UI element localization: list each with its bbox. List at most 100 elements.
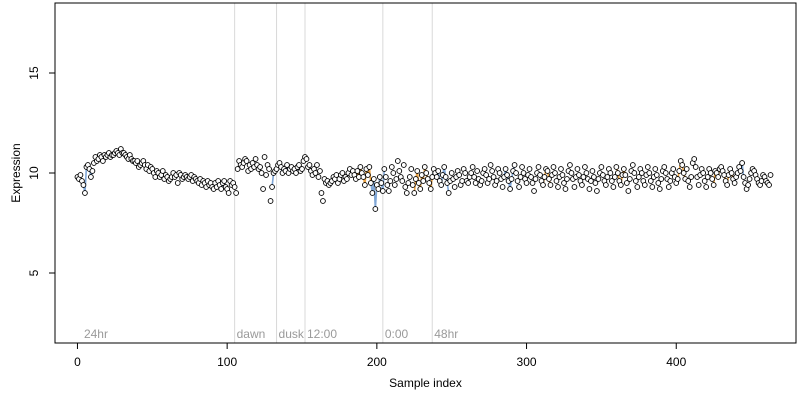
data-point: [594, 188, 600, 194]
y-axis-label: Expression: [9, 143, 23, 202]
data-point: [526, 166, 533, 172]
data-point: [529, 180, 536, 186]
data-point: [369, 190, 376, 196]
data-point: [625, 188, 632, 194]
data-point: [582, 164, 588, 170]
data-point: [406, 174, 413, 180]
data-point: [622, 172, 629, 178]
data-point: [456, 172, 463, 178]
data-point: [631, 170, 638, 176]
x-tick-label: 0: [74, 355, 81, 369]
data-point: [423, 170, 430, 176]
data-point: [381, 166, 388, 172]
annotation-label: 48hr: [434, 327, 458, 341]
y-tick-label: 10: [27, 166, 41, 180]
data-point: [402, 184, 409, 190]
data-point: [670, 166, 677, 172]
data-point: [604, 174, 611, 180]
y-axis: 5 10 15: [27, 66, 55, 276]
data-points: [74, 146, 774, 212]
data-point: [634, 184, 641, 190]
data-point: [384, 182, 391, 188]
data-point: [508, 176, 515, 182]
data-point: [646, 170, 653, 176]
data-point: [612, 174, 618, 180]
data-point: [507, 186, 513, 192]
data-point: [688, 174, 695, 180]
data-point: [647, 178, 654, 184]
annotation-label: 24hr: [84, 327, 108, 341]
data-point: [704, 174, 711, 180]
data-point: [393, 176, 400, 182]
data-point: [469, 164, 476, 170]
data-point: [372, 206, 379, 212]
data-point: [267, 198, 274, 204]
data-point: [724, 182, 730, 188]
data-point: [701, 178, 708, 184]
data-point: [426, 180, 433, 186]
data-point: [649, 184, 656, 190]
data-point: [610, 184, 617, 190]
data-point: [710, 182, 717, 188]
data-point: [618, 182, 624, 188]
y-tick-label: 5: [27, 269, 41, 276]
data-point: [595, 176, 602, 182]
data-point: [312, 170, 319, 176]
data-point: [218, 186, 225, 192]
data-point: [339, 170, 346, 176]
data-point: [641, 182, 648, 188]
data-point: [471, 174, 478, 180]
data-point: [653, 172, 660, 178]
data-point: [523, 180, 530, 186]
data-point: [692, 164, 699, 170]
data-point: [558, 166, 564, 172]
data-point: [405, 180, 412, 186]
data-point: [583, 170, 590, 176]
data-point: [284, 162, 290, 168]
data-point: [609, 178, 615, 184]
data-point: [390, 170, 397, 176]
data-point: [318, 190, 325, 196]
data-point: [378, 180, 385, 186]
data-point: [487, 162, 494, 168]
annotation-labels: 24hr dawn dusk 12:00 0:00 48hr: [84, 327, 458, 341]
data-point: [728, 170, 735, 176]
data-point: [520, 170, 527, 176]
data-point: [739, 160, 745, 166]
data-point: [514, 178, 521, 184]
data-point: [465, 180, 472, 186]
data-point: [134, 158, 141, 164]
data-point: [665, 184, 672, 190]
data-point: [293, 170, 299, 176]
data-point: [415, 180, 422, 186]
data-point: [544, 168, 551, 174]
data-point: [421, 164, 428, 170]
data-point: [490, 174, 497, 180]
data-point: [412, 176, 419, 182]
data-point: [598, 164, 605, 170]
data-point: [588, 178, 594, 184]
data-point: [448, 170, 455, 176]
data-point: [418, 172, 425, 178]
data-point: [417, 186, 424, 192]
data-point: [537, 172, 543, 178]
data-point: [462, 170, 469, 176]
data-point: [474, 168, 480, 174]
data-point: [680, 170, 687, 176]
data-point: [411, 190, 418, 196]
data-point: [667, 178, 674, 184]
data-point: [303, 156, 310, 162]
data-point: [541, 174, 548, 180]
data-point: [80, 182, 87, 188]
data-point: [88, 174, 94, 180]
data-point: [468, 170, 475, 176]
data-point: [499, 184, 506, 190]
data-point: [629, 162, 636, 168]
data-point: [746, 176, 753, 182]
data-point: [296, 162, 302, 168]
data-point: [567, 162, 573, 168]
data-point: [661, 164, 668, 170]
annotation-label: 0:00: [385, 327, 409, 341]
data-point: [77, 172, 84, 178]
